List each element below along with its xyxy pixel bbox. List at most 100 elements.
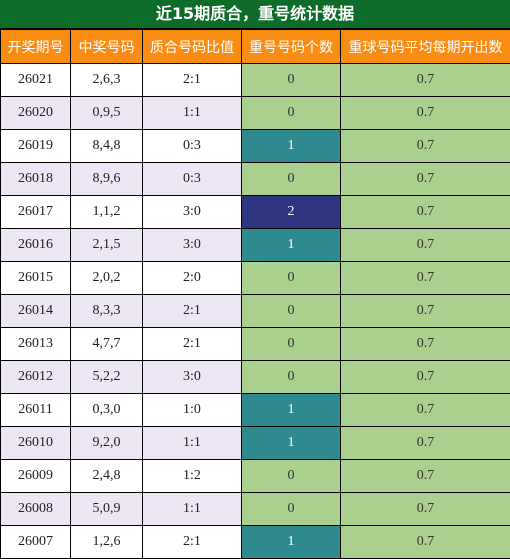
cell-ratio: 1:1: [143, 493, 242, 526]
cell-average: 0.7: [341, 229, 510, 262]
cell-ratio: 2:1: [143, 64, 242, 97]
cell-period: 26020: [1, 97, 71, 130]
cell-repeat-count: 0: [242, 64, 341, 97]
cell-numbers: 1,1,2: [71, 196, 143, 229]
cell-average: 0.7: [341, 64, 510, 97]
cell-ratio: 3:0: [143, 361, 242, 394]
cell-average: 0.7: [341, 262, 510, 295]
header-average: 重球号码平均每期开出数: [341, 30, 510, 64]
cell-period: 26019: [1, 130, 71, 163]
cell-average: 0.7: [341, 394, 510, 427]
cell-period: 26008: [1, 493, 71, 526]
cell-numbers: 4,7,7: [71, 328, 143, 361]
cell-repeat-count: 0: [242, 163, 341, 196]
cell-ratio: 1:1: [143, 427, 242, 460]
cell-average: 0.7: [341, 97, 510, 130]
cell-period: 26017: [1, 196, 71, 229]
cell-ratio: 0:3: [143, 163, 242, 196]
cell-numbers: 0,3,0: [71, 394, 143, 427]
cell-ratio: 0:3: [143, 130, 242, 163]
cell-average: 0.7: [341, 163, 510, 196]
cell-numbers: 0,9,5: [71, 97, 143, 130]
cell-average: 0.7: [341, 328, 510, 361]
cell-ratio: 3:0: [143, 196, 242, 229]
header-row: 开奖期号 中奖号码 质合号码比值 重号号码个数 重球号码平均每期开出数: [1, 30, 510, 64]
table-title: 近15期质合，重号统计数据: [0, 0, 510, 29]
cell-average: 0.7: [341, 196, 510, 229]
cell-period: 26014: [1, 295, 71, 328]
cell-numbers: 2,0,2: [71, 262, 143, 295]
cell-repeat-count: 2: [242, 196, 341, 229]
cell-numbers: 5,2,2: [71, 361, 143, 394]
cell-numbers: 8,4,8: [71, 130, 143, 163]
cell-average: 0.7: [341, 493, 510, 526]
cell-repeat-count: 0: [242, 493, 341, 526]
cell-ratio: 1:2: [143, 460, 242, 493]
cell-numbers: 1,2,6: [71, 526, 143, 559]
cell-repeat-count: 0: [242, 361, 341, 394]
cell-ratio: 2:1: [143, 295, 242, 328]
cell-numbers: 8,9,6: [71, 163, 143, 196]
cell-repeat-count: 0: [242, 97, 341, 130]
cell-repeat-count: 1: [242, 394, 341, 427]
cell-period: 26009: [1, 460, 71, 493]
cell-ratio: 2:1: [143, 526, 242, 559]
cell-repeat-count: 0: [242, 460, 341, 493]
cell-period: 26015: [1, 262, 71, 295]
cell-numbers: 8,3,3: [71, 295, 143, 328]
header-period: 开奖期号: [1, 30, 71, 64]
cell-repeat-count: 1: [242, 130, 341, 163]
cell-repeat-count: 0: [242, 262, 341, 295]
cell-average: 0.7: [341, 295, 510, 328]
header-numbers: 中奖号码: [71, 30, 143, 64]
cell-ratio: 3:0: [143, 229, 242, 262]
stats-table: 开奖期号 中奖号码 质合号码比值 重号号码个数 重球号码平均每期开出数 2602…: [0, 29, 510, 559]
cell-ratio: 2:0: [143, 262, 242, 295]
cell-numbers: 2,1,5: [71, 229, 143, 262]
cell-period: 26021: [1, 64, 71, 97]
cell-repeat-count: 1: [242, 229, 341, 262]
cell-numbers: 9,2,0: [71, 427, 143, 460]
cell-numbers: 2,4,8: [71, 460, 143, 493]
cell-average: 0.7: [341, 361, 510, 394]
cell-average: 0.7: [341, 130, 510, 163]
cell-ratio: 2:1: [143, 328, 242, 361]
cell-period: 26012: [1, 361, 71, 394]
cell-repeat-count: 0: [242, 328, 341, 361]
cell-period: 26010: [1, 427, 71, 460]
cell-period: 26007: [1, 526, 71, 559]
cell-numbers: 2,6,3: [71, 64, 143, 97]
cell-repeat-count: 0: [242, 295, 341, 328]
cell-period: 26016: [1, 229, 71, 262]
cell-ratio: 1:1: [143, 97, 242, 130]
cell-period: 26011: [1, 394, 71, 427]
header-ratio: 质合号码比值: [143, 30, 242, 64]
cell-average: 0.7: [341, 526, 510, 559]
cell-average: 0.7: [341, 427, 510, 460]
cell-numbers: 5,0,9: [71, 493, 143, 526]
cell-ratio: 1:0: [143, 394, 242, 427]
cell-period: 26013: [1, 328, 71, 361]
cell-average: 0.7: [341, 460, 510, 493]
cell-period: 26018: [1, 163, 71, 196]
cell-repeat-count: 1: [242, 526, 341, 559]
header-repeat-count: 重号号码个数: [242, 30, 341, 64]
cell-repeat-count: 1: [242, 427, 341, 460]
